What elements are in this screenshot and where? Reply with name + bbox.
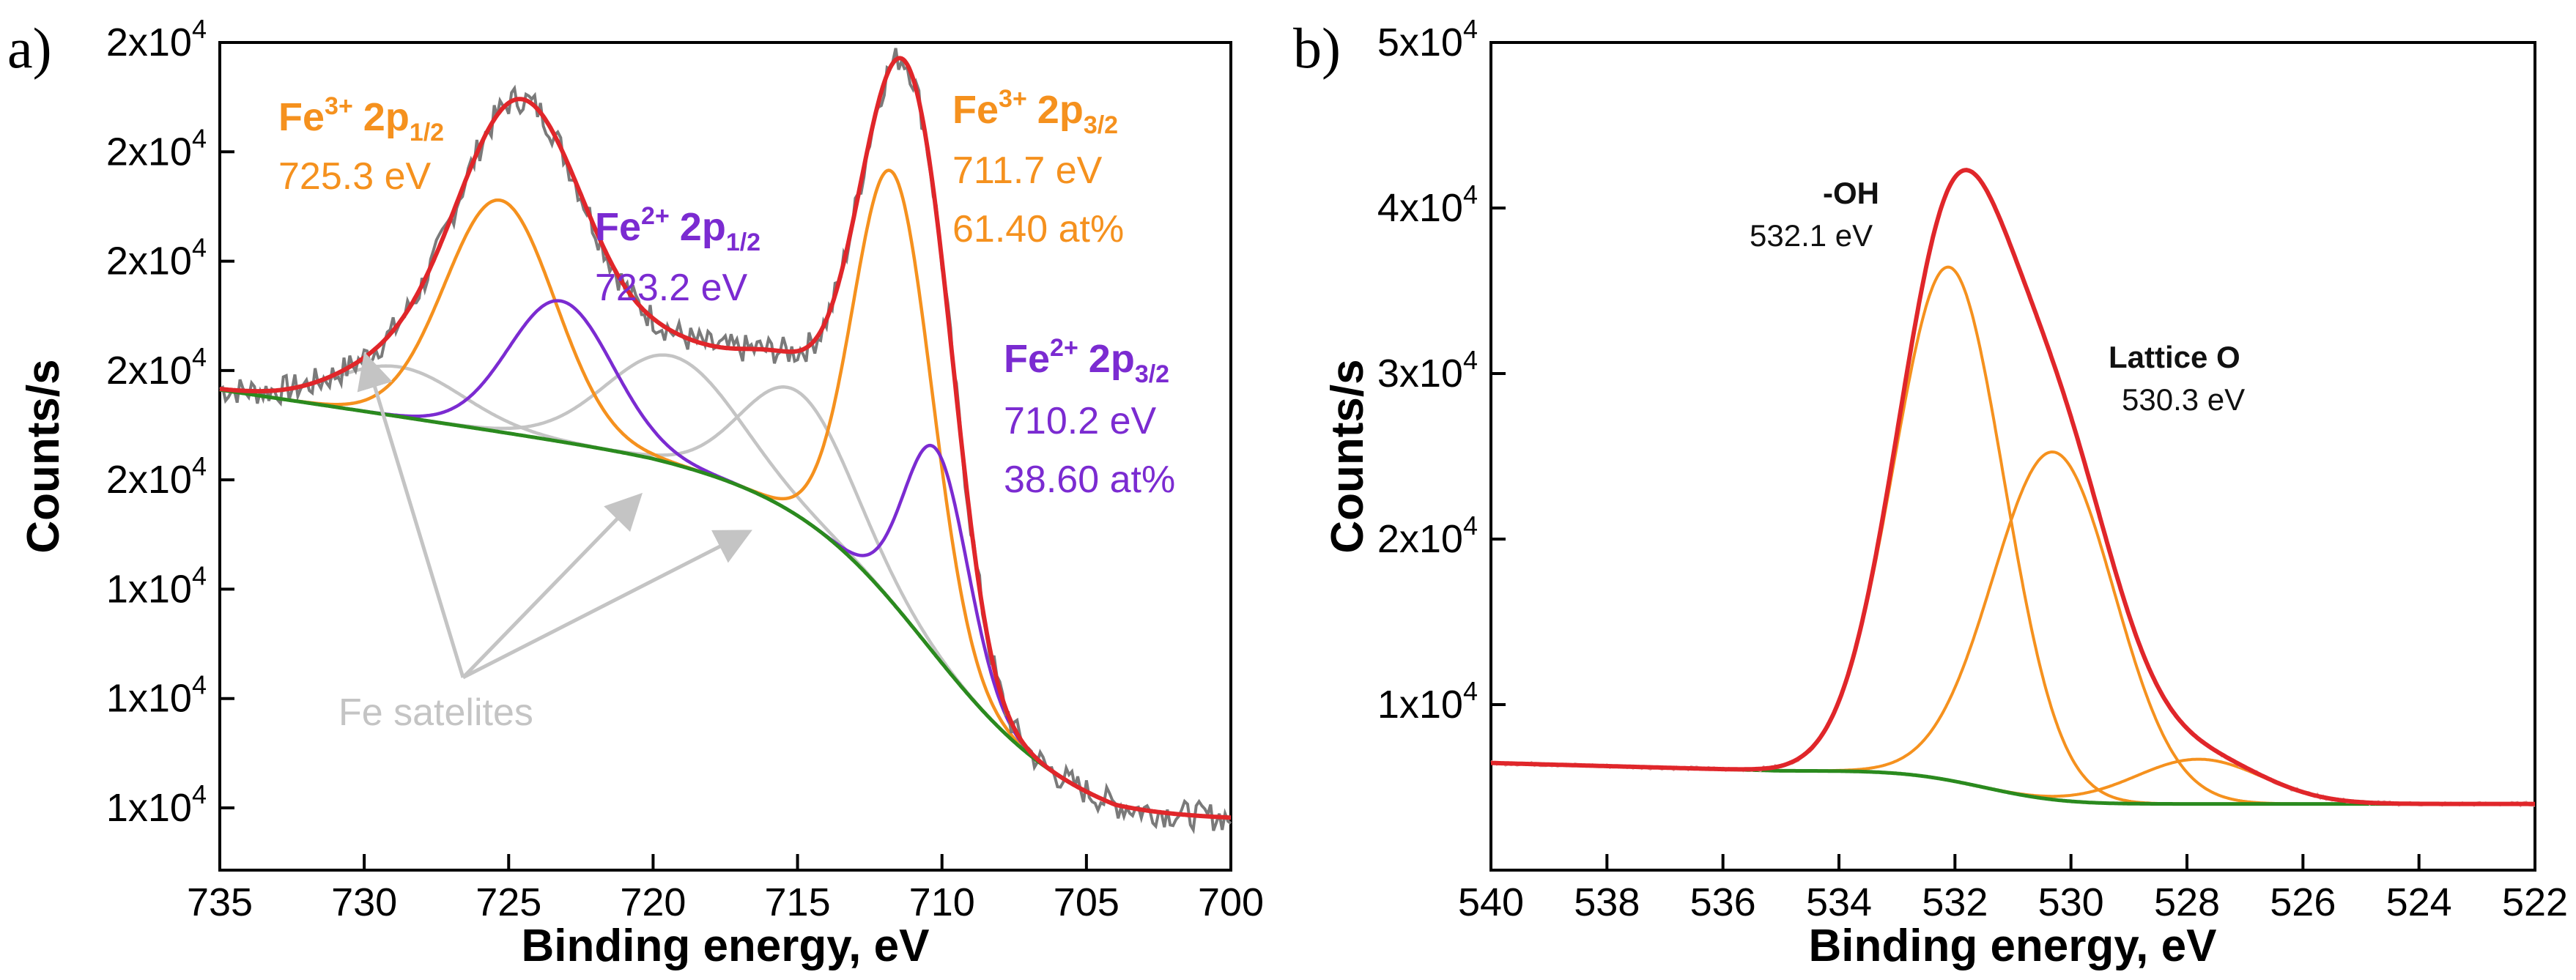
panel-a-y-axis-title: Counts/s: [18, 359, 69, 553]
y-tick-label: 2x104: [106, 123, 207, 174]
panel-a-label: a): [7, 16, 52, 80]
panel-b-x-axis-title: Binding energy, eV: [1809, 921, 2217, 971]
lattice-o-energy: 530.3 eV: [2122, 382, 2245, 417]
y-tick-label: 2x104: [106, 14, 207, 64]
fe3-2p12-energy: 725.3 eV: [278, 155, 431, 198]
x-tick-label: 532: [1922, 880, 1988, 924]
fe3-2p32-atpct: 61.40 at%: [952, 208, 1124, 250]
fe-satellites-label: Fe satelites: [338, 691, 533, 734]
fe2-2p32-atpct: 38.60 at%: [1004, 459, 1175, 501]
panel-b-plot-frame: [1489, 41, 2536, 872]
annotation-fe3-2p32: Fe3+ 2p3/2 711.7 eV 61.40 at%: [952, 85, 1124, 250]
y-tick-label: 2x104: [106, 233, 207, 283]
panel-b-x-ticks: 540 538 536 534 532 530 528 526 524 522: [1458, 854, 2568, 924]
annotation-lattice-o: Lattice O 530.3 eV: [2109, 340, 2245, 417]
annotation-fe-satellites: Fe satelites: [338, 352, 752, 734]
fe2-2p32-energy: 710.2 eV: [1004, 400, 1156, 442]
x-tick-label: 526: [2270, 880, 2336, 924]
envelope-line: [1491, 168, 2535, 806]
panel-b-y-axis-title: Counts/s: [1322, 359, 1373, 553]
y-tick-label: 2x104: [106, 451, 207, 502]
x-tick-label: 524: [2386, 880, 2452, 924]
fe2-2p12-energy: 723.2 eV: [595, 267, 747, 309]
fe3-2p32-label: Fe3+ 2p3/2: [952, 85, 1118, 139]
fe2-2p12-label: Fe2+ 2p1/2: [595, 202, 760, 256]
fe3-2p12-label: Fe3+ 2p1/2: [278, 92, 444, 146]
panel-b-curves: [1490, 167, 2536, 808]
y-tick-label: 1x104: [106, 779, 207, 830]
x-tick-label: 540: [1458, 880, 1524, 924]
x-tick-label: 538: [1574, 880, 1640, 924]
y-tick-label: 2x104: [1377, 511, 1478, 561]
oh-peak: [1491, 265, 2535, 806]
satellite-arrow-1: [357, 352, 465, 678]
x-tick-label: 725: [475, 880, 541, 924]
annotation-oh: -OH 532.1 eV: [1750, 176, 1879, 253]
panel-a-plot-frame: [218, 41, 1232, 872]
x-tick-label: 530: [2038, 880, 2104, 924]
x-tick-label: 534: [1806, 880, 1872, 924]
raw-data-line: [218, 48, 1232, 835]
x-tick-label: 735: [187, 880, 253, 924]
x-tick-label: 528: [2154, 880, 2220, 924]
y-tick-label: 5x104: [1377, 14, 1478, 64]
panel-a: a) 735 730 725 720 715 710 705 700 2x1042x1042x…: [7, 14, 1264, 971]
fe3-2p32-energy: 711.7 eV: [952, 149, 1103, 192]
x-tick-label: 710: [909, 880, 975, 924]
fe2-2p32-peak: [219, 387, 1231, 820]
annotation-fe2-2p32: Fe2+ 2p3/2 710.2 eV 38.60 at%: [1004, 334, 1175, 501]
annotation-fe2-2p12: Fe2+ 2p1/2 723.2 eV: [595, 202, 760, 309]
background-line: [219, 387, 1231, 820]
oh-energy: 532.1 eV: [1750, 218, 1873, 253]
panel-a-x-axis-title: Binding energy, eV: [522, 921, 930, 971]
fe2-2p32-label: Fe2+ 2p3/2: [1004, 334, 1169, 388]
annotation-fe3-2p12: Fe3+ 2p1/2 725.3 eV: [278, 92, 444, 198]
y-tick-label: 1x104: [1377, 676, 1478, 727]
x-tick-label: 715: [765, 880, 831, 924]
y-tick-label: 4x104: [1377, 179, 1478, 230]
panel-a-y-ticks: 2x104 2x104 2x104 2x104 2x104 1x104 1x104 1x104: [106, 14, 234, 830]
y-tick-label: 1x104: [106, 560, 207, 611]
satellite-arrow-2: [462, 492, 643, 679]
satellite-peak-3: [219, 385, 1231, 820]
y-tick-label: 3x104: [1377, 345, 1478, 396]
lattice-o-label: Lattice O: [2109, 340, 2240, 374]
panel-b-y-ticks: 5x104 4x104 3x104 2x104 1x104: [1377, 14, 1506, 727]
panel-b-label: b): [1293, 16, 1341, 80]
x-tick-label: 705: [1054, 880, 1119, 924]
y-tick-label: 1x104: [106, 670, 207, 721]
x-tick-label: 700: [1198, 880, 1264, 924]
panel-b: b) 540 538 536 534 532 530 528 526 524 522 5x104 4…: [1293, 14, 2568, 971]
y-tick-label: 2x104: [106, 342, 207, 393]
panel-a-x-ticks: 735 730 725 720 715 710 705 700: [187, 854, 1264, 924]
raw-data-line: [1490, 167, 2536, 808]
x-tick-label: 522: [2502, 880, 2568, 924]
x-tick-label: 720: [620, 880, 686, 924]
x-tick-label: 730: [331, 880, 397, 924]
x-tick-label: 536: [1690, 880, 1756, 924]
lattice-o-peak: [1491, 450, 2535, 806]
envelope-line: [219, 56, 1231, 820]
oh-label: -OH: [1823, 176, 1879, 210]
satellite-arrow-3: [462, 530, 752, 680]
